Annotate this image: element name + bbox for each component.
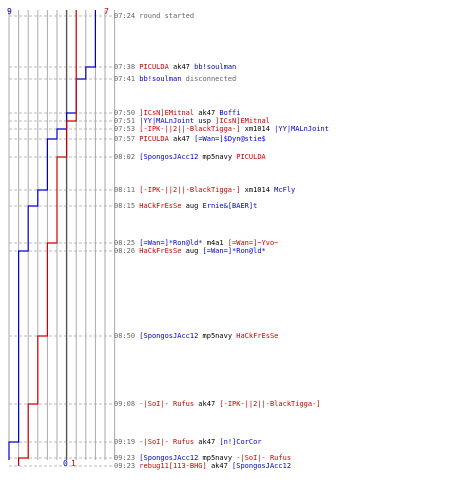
log-row: 09:08 -|SoI|- Rufus ak47 [-IPK-||2||-Bla… (114, 400, 321, 409)
log-row: 07:38 PICULDA ak47 bb!soulman (114, 63, 236, 72)
log-row: 07:53 [-IPK-||2||-BlackTigga-] xm1014 |Y… (114, 125, 329, 134)
victim-name: [=Wan=]*Ron@ld* (202, 247, 266, 255)
weapon-name: aug (181, 202, 203, 210)
log-time: 09:23 (114, 454, 136, 462)
log-time: 08:26 (114, 247, 136, 255)
log-time: 08:50 (114, 332, 136, 340)
blue-team-line (8, 10, 96, 460)
killer-name: [SpongosJAcc12 (139, 454, 199, 462)
killer-name: [-IPK-||2||-BlackTigga-] (139, 186, 241, 194)
log-time: 07:51 (114, 117, 136, 125)
log-row: 08:50 [SpongosJAcc12 mp5navy HaCkFrEsSe (114, 332, 278, 341)
log-text: disconnected (181, 75, 237, 83)
killer-name: -|SoI|- Rufus (139, 438, 195, 446)
log-row: 07:24 round started (114, 12, 194, 21)
weapon-name: xm1014 (240, 186, 275, 194)
victim-name: McFly (274, 186, 296, 194)
log-time: 08:11 (114, 186, 136, 194)
weapon-name: ak47 (194, 400, 220, 408)
log-time: 08:25 (114, 239, 136, 247)
killer-name: [=Wan=]*Ron@ld* (139, 239, 203, 247)
log-row: 07:50 ]ICsN]EMitnal ak47 Boffi (114, 109, 240, 118)
log-row: 07:51 |YY|MALnJoint usp ]ICsN]EMitnal (114, 117, 270, 126)
victim-name: PICULDA (236, 153, 266, 161)
victim-name: |YY|MALnJoint (274, 125, 329, 133)
log-row: 07:41 bb!soulman disconnected (114, 75, 236, 84)
killer-name: PICULDA (139, 63, 169, 71)
killer-name: HaCkFrEsSe (139, 247, 182, 255)
log-row: 09:19 -|SoI|- Rufus ak47 [n!]CorCor (114, 438, 262, 447)
killer-name: ]ICsN]EMitnal (139, 109, 195, 117)
killer-name: PICULDA (139, 135, 169, 143)
weapon-name: mp5navy (198, 454, 237, 462)
log-time: 09:23 (114, 462, 136, 470)
victim-name: ]ICsN]EMitnal (215, 117, 270, 125)
victim-name: Ernie&[BAER]t (202, 202, 258, 210)
blue-end-score: 0 (63, 459, 68, 468)
red-end-score: 1 (71, 459, 76, 468)
weapon-name: ak47 (194, 438, 220, 446)
blue-start-score: 9 (7, 7, 12, 16)
victim-name: -|SoI|- Rufus (236, 454, 292, 462)
log-row: 08:15 HaCkFrEsSe aug Ernie&[BAER]t (114, 202, 257, 211)
weapon-name: ak47 (206, 462, 233, 470)
victim-name: bb!soulman (194, 63, 237, 71)
log-time: 07:24 (114, 12, 136, 20)
weapon-name: mp5navy (198, 153, 237, 161)
killer-name: [SpongosJAcc12 (139, 153, 199, 161)
victim-name: [=Wan=]$Dyn@stie$ (194, 135, 266, 143)
log-time: 08:15 (114, 202, 136, 210)
killer-name: [-IPK-||2||-BlackTigga-] (139, 125, 241, 133)
weapon-name: usp (194, 117, 216, 125)
log-time: 07:41 (114, 75, 136, 83)
log-time: 09:08 (114, 400, 136, 408)
killer-name: -|SoI|- Rufus (139, 400, 195, 408)
killer-name: rebug11[113-BHG] (139, 462, 207, 470)
weapon-name: aug (181, 247, 203, 255)
victim-name: [=Wan=]~Yvo~ (227, 239, 279, 247)
log-time: 07:38 (114, 63, 136, 71)
weapon-name: ak47 (168, 63, 195, 71)
log-row: 07:57 PICULDA ak47 [=Wan=]$Dyn@stie$ (114, 135, 266, 144)
log-row: 09:23 [SpongosJAcc12 mp5navy -|SoI|- Ruf… (114, 454, 291, 463)
weapon-name: ak47 (168, 135, 195, 143)
log-row: 08:02 [SpongosJAcc12 mp5navy PICULDA (114, 153, 266, 162)
log-row: 08:11 [-IPK-||2||-BlackTigga-] xm1014 Mc… (114, 186, 295, 195)
log-time: 07:57 (114, 135, 136, 143)
weapon-name: mp5navy (198, 332, 237, 340)
victim-name: [-IPK-||2||-BlackTigga-] (219, 400, 321, 408)
log-time: 07:50 (114, 109, 136, 117)
red-team-line (18, 10, 77, 466)
weapon-name: m4a1 (202, 239, 228, 247)
weapon-name: xm1014 (240, 125, 275, 133)
log-row: 08:25 [=Wan=]*Ron@ld* m4a1 [=Wan=]~Yvo~ (114, 239, 278, 248)
victim-name: Boffi (219, 109, 241, 117)
log-time: 07:53 (114, 125, 136, 133)
log-row: 09:23 rebug11[113-BHG] ak47 [SpongosJAcc… (114, 462, 291, 471)
log-text: round started (139, 12, 195, 20)
log-row: 08:26 HaCkFrEsSe aug [=Wan=]*Ron@ld* (114, 247, 266, 256)
red-start-score: 7 (104, 7, 109, 16)
victim-name: HaCkFrEsSe (236, 332, 279, 340)
killer-name: HaCkFrEsSe (139, 202, 182, 210)
log-time: 09:19 (114, 438, 136, 446)
player-name: bb!soulman (139, 75, 182, 83)
weapon-name: ak47 (194, 109, 220, 117)
victim-name: [n!]CorCor (219, 438, 262, 446)
victim-name: [SpongosJAcc12 (232, 462, 292, 470)
killer-name: [SpongosJAcc12 (139, 332, 199, 340)
killer-name: |YY|MALnJoint (139, 117, 195, 125)
log-time: 08:02 (114, 153, 136, 161)
